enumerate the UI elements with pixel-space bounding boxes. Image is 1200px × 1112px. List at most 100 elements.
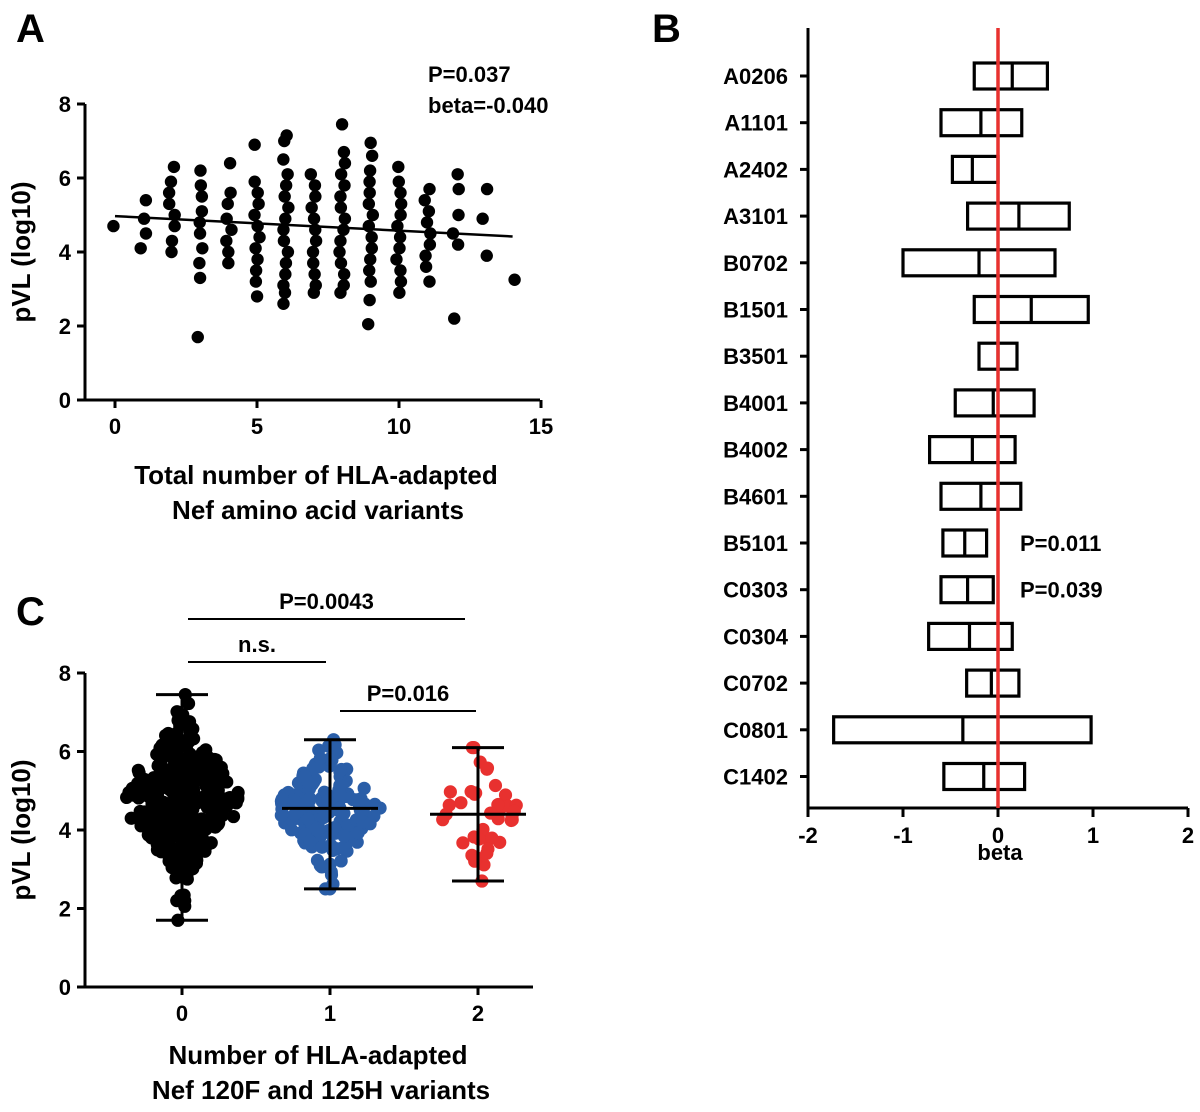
data-point	[221, 197, 234, 211]
data-point	[193, 256, 206, 270]
y-tick-label: 4	[59, 818, 72, 843]
panel-a-scatter: 0 2 4 6 8 0 5 10 15 pVL (log10) Total number of HL…	[6, 62, 553, 525]
data-point	[222, 256, 235, 270]
data-point	[363, 293, 376, 307]
data-point	[275, 802, 289, 816]
y-tick-label: 8	[59, 661, 71, 686]
data-point	[231, 790, 245, 804]
data-point	[194, 164, 207, 177]
data-point	[181, 696, 196, 711]
data-point	[418, 194, 431, 207]
data-point	[363, 186, 376, 199]
data-point	[137, 212, 151, 225]
data-point	[420, 216, 434, 229]
hla-allele-label: B5101	[723, 531, 788, 556]
data-point	[357, 781, 371, 795]
data-point	[334, 854, 348, 868]
data-point	[498, 788, 513, 802]
data-point	[186, 783, 201, 797]
data-point	[456, 836, 470, 850]
data-point	[249, 242, 262, 255]
data-point	[279, 268, 292, 281]
data-point	[480, 761, 495, 775]
p-value-annotation: P=0.037	[428, 62, 511, 87]
data-point	[279, 212, 292, 225]
data-point	[309, 190, 322, 203]
data-point	[181, 834, 195, 848]
x-axis-title-line-2: Nef amino acid variants	[172, 495, 464, 525]
data-point	[307, 286, 321, 299]
data-point	[423, 275, 436, 288]
data-point	[249, 264, 263, 277]
data-point	[313, 858, 327, 873]
data-point	[191, 330, 204, 344]
data-point	[448, 312, 461, 325]
data-point	[251, 186, 264, 199]
data-point	[362, 219, 376, 233]
data-point	[316, 810, 331, 825]
data-point	[334, 201, 348, 214]
comparison-label: n.s.	[238, 632, 276, 657]
data-point	[279, 256, 293, 270]
data-point	[277, 234, 291, 248]
data-point	[134, 242, 147, 255]
data-point	[362, 197, 376, 211]
x-tick-label: 10	[387, 414, 411, 439]
data-point	[153, 741, 167, 755]
data-point	[251, 219, 264, 233]
data-point	[394, 208, 407, 222]
data-point	[152, 806, 167, 821]
data-point	[212, 816, 226, 830]
data-point	[351, 826, 365, 840]
data-point	[248, 208, 261, 222]
data-point	[120, 790, 134, 805]
data-point	[480, 182, 494, 196]
data-point	[334, 256, 348, 270]
y-tick-label: 8	[59, 92, 71, 117]
data-point	[154, 757, 168, 772]
data-point	[393, 286, 406, 299]
data-point	[168, 208, 181, 222]
y-axis-title: pVL (log10)	[6, 759, 36, 900]
data-point	[301, 812, 315, 826]
data-point	[150, 789, 165, 803]
data-point	[313, 751, 327, 765]
data-point	[446, 227, 460, 240]
data-point	[315, 840, 329, 854]
data-point	[507, 804, 521, 818]
data-point	[394, 264, 407, 277]
data-point	[419, 260, 433, 273]
data-point	[334, 234, 347, 248]
data-point	[306, 761, 320, 776]
data-point	[248, 138, 261, 151]
data-point	[333, 778, 347, 793]
data-point	[303, 834, 317, 848]
data-point	[391, 219, 404, 233]
data-point	[480, 846, 494, 860]
data-point	[124, 811, 138, 825]
data-point	[335, 118, 349, 131]
panel-b-forest: -2 -1 0 1 2 beta A0206 A1101 A2402 A3101 B0702 B150…	[723, 28, 1194, 865]
data-point	[150, 837, 164, 852]
y-tick-label: 6	[59, 166, 71, 191]
data-point	[190, 853, 204, 867]
x-axis-title-line-1: Number of HLA-adapted	[169, 1040, 468, 1070]
significance-annotation: P=0.011	[1020, 531, 1101, 556]
data-point	[353, 803, 367, 817]
data-point	[337, 268, 351, 281]
data-point	[141, 828, 155, 842]
x-axis-title: beta	[977, 840, 1023, 865]
x-tick-label: 1	[1087, 823, 1099, 848]
data-point	[443, 785, 457, 799]
hla-allele-label: B4002	[723, 438, 788, 463]
data-point	[285, 823, 299, 837]
x-tick-label: -2	[798, 823, 818, 848]
data-point	[394, 275, 408, 288]
data-point	[194, 179, 208, 192]
y-tick-label: 0	[59, 388, 71, 413]
y-tick-label: 6	[59, 740, 71, 765]
data-point	[207, 806, 221, 820]
data-point	[476, 212, 489, 225]
data-point	[337, 829, 351, 843]
